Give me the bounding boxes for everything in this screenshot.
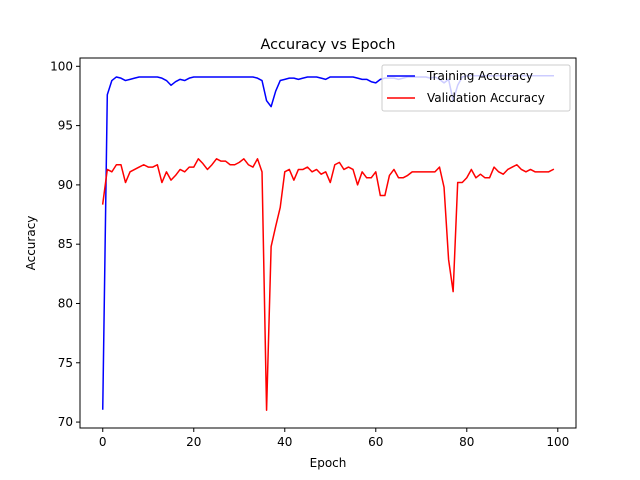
y-tick-label: 80 xyxy=(58,296,73,310)
x-tick-label: 20 xyxy=(186,435,201,449)
y-tick-label: 85 xyxy=(58,237,73,251)
legend: Training Accuracy Validation Accuracy xyxy=(381,64,571,112)
y-tick-label: 90 xyxy=(58,178,73,192)
chart-title: Accuracy vs Epoch xyxy=(261,37,396,53)
x-tick-label: 80 xyxy=(459,435,474,449)
series-line-validation xyxy=(101,158,555,411)
legend-label-training: Training Accuracy xyxy=(426,69,533,83)
x-tick-label: 40 xyxy=(277,435,292,449)
axes-frame xyxy=(79,57,577,429)
y-axis-ticks: 70 75 80 85 90 95 100 xyxy=(50,59,80,429)
x-tick-label: 100 xyxy=(546,435,569,449)
x-tick-label: 0 xyxy=(99,435,107,449)
y-tick-label: 75 xyxy=(58,356,73,370)
legend-label-validation: Validation Accuracy xyxy=(427,91,545,105)
y-tick-label: 70 xyxy=(58,415,73,429)
x-tick-label: 60 xyxy=(368,435,383,449)
y-tick-label: 95 xyxy=(58,119,73,133)
legend-box xyxy=(381,64,571,112)
y-axis-label: Accuracy xyxy=(24,216,38,271)
y-tick-label: 100 xyxy=(50,59,73,73)
x-axis-label: Epoch xyxy=(310,456,347,470)
x-axis-ticks: 0 20 40 60 80 100 xyxy=(99,428,569,449)
